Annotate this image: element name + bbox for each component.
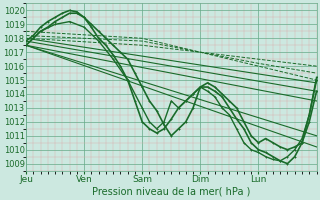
X-axis label: Pression niveau de la mer( hPa ): Pression niveau de la mer( hPa )	[92, 187, 251, 197]
